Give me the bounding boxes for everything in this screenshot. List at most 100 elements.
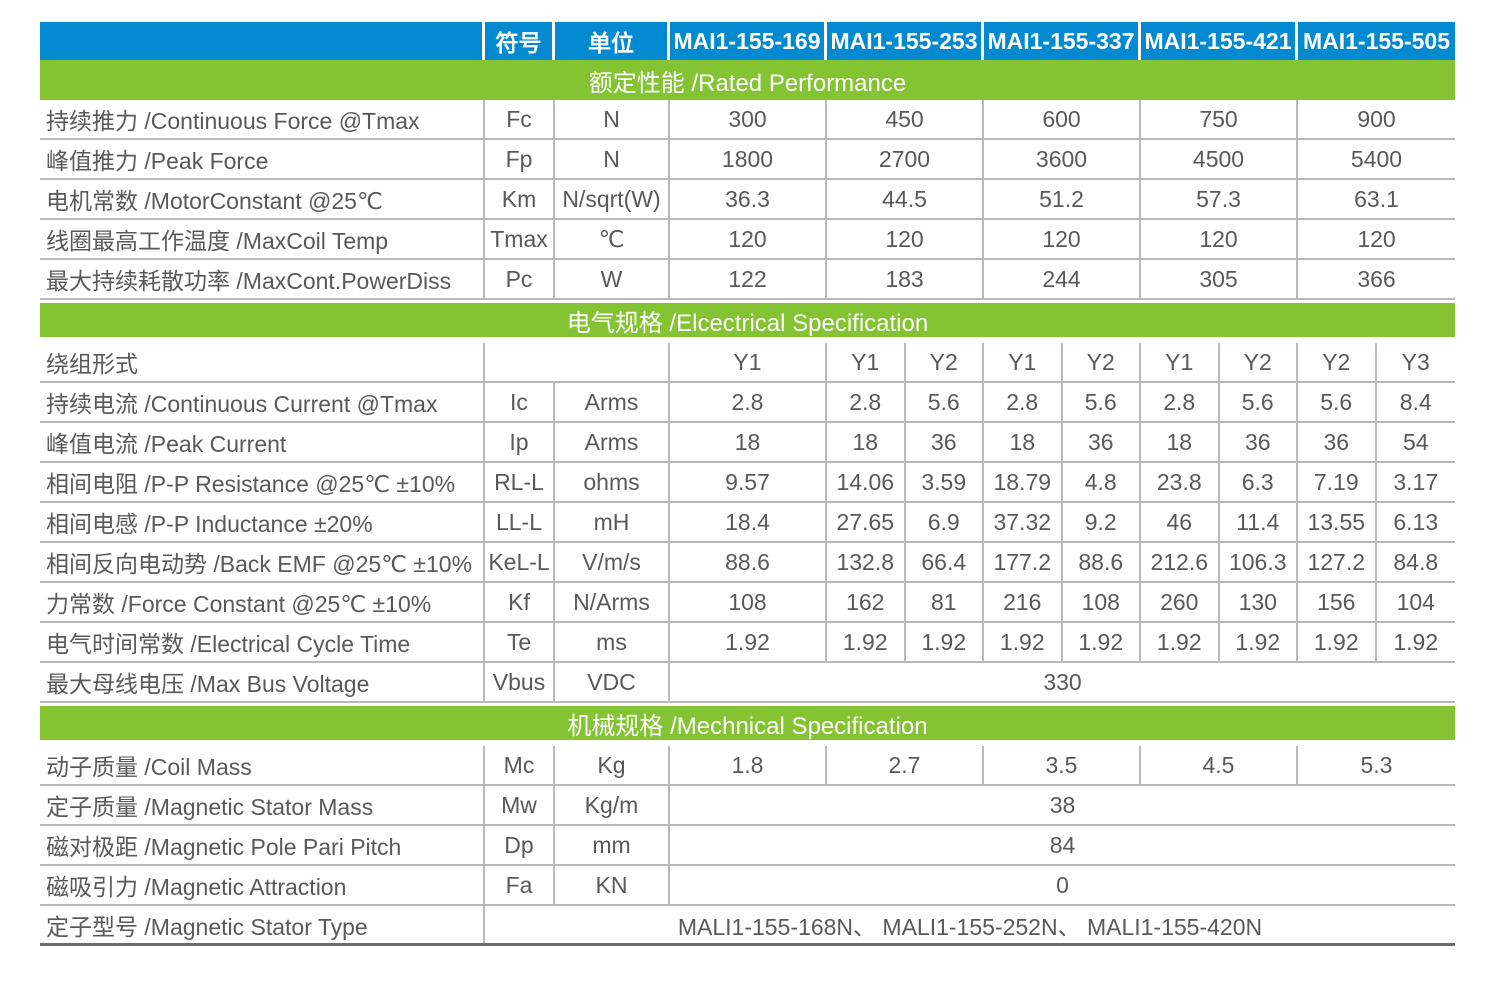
table-row: 定子型号 /Magnetic Stator Type MALI1-155-168N… (40, 906, 1455, 946)
symbol-cell: Pc (485, 260, 555, 298)
symbol-cell: Fp (485, 140, 555, 178)
table-row: 力常数 /Force Constant @25℃ ±10% Kf N/Arms 108… (40, 583, 1455, 623)
value-cell: Y2 (1220, 343, 1298, 381)
header-model-cell: MAI1-155-253 (827, 22, 984, 60)
symbol-cell: Mc (485, 746, 555, 784)
symbol-cell: Vbus (485, 663, 555, 701)
header-model-cell: MAI1-155-337 (984, 22, 1141, 60)
table-row: 磁吸引力 /Magnetic Attraction Fa KN 0 (40, 866, 1455, 906)
table-row: 电气时间常数 /Electrical Cycle Time Te ms 1.92 1.9… (40, 623, 1455, 663)
value-cell: Y1 (670, 343, 827, 381)
value-cell: 9.57 (670, 463, 827, 501)
param-cell: 磁对极距 /Magnetic Pole Pari Pitch (40, 826, 485, 864)
value-cell: 18.4 (670, 503, 827, 541)
value-cell: 7.19 (1298, 463, 1377, 501)
value-cell: 300 (670, 100, 827, 138)
symbol-cell: Ip (485, 423, 555, 461)
symbol-cell: LL-L (485, 503, 555, 541)
value-cell: 37.32 (984, 503, 1063, 541)
value-cell: 54 (1402, 428, 1429, 455)
value-cell: 36 (1063, 423, 1141, 461)
value-cell: 36.3 (670, 180, 827, 218)
value-cell: 1.92 (1298, 623, 1377, 661)
value-cell: 1.92 (670, 623, 827, 661)
header-model-cell: MAI1-155-169 (670, 22, 827, 60)
unit-cell: V/m/s (555, 543, 670, 581)
value-cell: 11.4 (1220, 503, 1298, 541)
value-cell: 5400 (1350, 145, 1403, 172)
unit-cell: mm (555, 826, 670, 864)
param-cell: 最大持续耗散功率 /MaxCont.PowerDiss (40, 260, 485, 298)
value-cell: 38 (1049, 791, 1076, 818)
unit-cell: Kg/m (555, 786, 670, 824)
value-cell: 2.8 (984, 383, 1063, 421)
value-cell: 81 (906, 583, 984, 621)
value-cell: Y2 (1063, 343, 1141, 381)
value-cell: 13.55 (1298, 503, 1377, 541)
table-row: 定子质量 /Magnetic Stator Mass Mw Kg/m 38 (40, 786, 1455, 826)
value-cell: 4.8 (1063, 463, 1141, 501)
param-cell: 峰值推力 /Peak Force (40, 140, 485, 178)
unit-cell: ohms (555, 463, 670, 501)
header-model-cell: MAI1-155-505 (1302, 27, 1451, 54)
value-cell: 600 (984, 100, 1141, 138)
spec-table: 符号 单位 MAI1-155-169 MAI1-155-253 MAI1-155-337… (40, 22, 1455, 946)
value-cell: 51.2 (984, 180, 1141, 218)
value-cell: 18 (827, 423, 906, 461)
table-row: 电机常数 /MotorConstant @25℃ Km N/sqrt(W) 36.3 4… (40, 180, 1455, 220)
value-cell: 132.8 (827, 543, 906, 581)
value-cell: 23.8 (1141, 463, 1220, 501)
symbol-cell: Fc (485, 100, 555, 138)
value-cell: 18 (1141, 423, 1220, 461)
symbol-cell: Fa (485, 866, 555, 904)
value-cell: 305 (1141, 260, 1298, 298)
value-cell: 120 (1141, 220, 1298, 258)
unit-cell: Kg (555, 746, 670, 784)
param-cell: 线圈最高工作温度 /MaxCoil Temp (40, 220, 485, 258)
value-cell: 66.4 (906, 543, 984, 581)
value-cell: 2.8 (670, 383, 827, 421)
value-cell: 106.3 (1220, 543, 1298, 581)
value-cell: 14.06 (827, 463, 906, 501)
value-cell: 183 (827, 260, 984, 298)
header-model-cell: MAI1-155-421 (1141, 22, 1298, 60)
param-cell: 电气时间常数 /Electrical Cycle Time (40, 623, 485, 661)
table-header-row: 符号 单位 MAI1-155-169 MAI1-155-253 MAI1-155-337… (40, 22, 1455, 60)
value-cell: 260 (1141, 583, 1220, 621)
section-title: 电气规格 /Elcectrical Specification (40, 303, 1455, 337)
value-cell: 0 (1056, 871, 1069, 898)
value-cell: 88.6 (1063, 543, 1141, 581)
value-cell: 162 (827, 583, 906, 621)
value-cell: 122 (670, 260, 827, 298)
value-cell: 120 (827, 220, 984, 258)
table-row: 最大母线电压 /Max Bus Voltage Vbus VDC 330 (40, 663, 1455, 703)
value-cell: 3.17 (1393, 468, 1439, 495)
unit-cell: N (555, 100, 670, 138)
value-cell: 2700 (827, 140, 984, 178)
unit-cell: W (555, 260, 670, 298)
value-cell: 88.6 (670, 543, 827, 581)
symbol-cell: Dp (485, 826, 555, 864)
unit-cell: KN (555, 866, 670, 904)
section-band: 电气规格 /Elcectrical Specification (40, 303, 1455, 343)
table-row: 峰值推力 /Peak Force Fp N 1800 2700 3600 4500 5400 (40, 140, 1455, 180)
unit-cell: N/Arms (555, 583, 670, 621)
value-cell: 5.6 (906, 383, 984, 421)
param-cell: 定子型号 /Magnetic Stator Type (40, 906, 485, 943)
value-cell: 750 (1141, 100, 1298, 138)
value-cell: 120 (1357, 225, 1396, 252)
value-cell: 130 (1220, 583, 1298, 621)
value-cell: 9.2 (1063, 503, 1141, 541)
value-cell: 1.92 (1220, 623, 1298, 661)
table-row: 相间反向电动势 /Back EMF @25℃ ±10% KeL-L V/m/s 88.… (40, 543, 1455, 583)
value-cell: 216 (984, 583, 1063, 621)
param-cell: 持续推力 /Continuous Force @Tmax (40, 100, 485, 138)
param-cell: 相间电感 /P-P Inductance ±20% (40, 503, 485, 541)
value-cell: Y2 (1298, 343, 1377, 381)
param-cell: 磁吸引力 /Magnetic Attraction (40, 866, 485, 904)
symbol-cell: Mw (485, 786, 555, 824)
table-row: 最大持续耗散功率 /MaxCont.PowerDiss Pc W 122 183 244 3… (40, 260, 1455, 300)
table-row: 线圈最高工作温度 /MaxCoil Temp Tmax ℃ 120 120 120 120 1… (40, 220, 1455, 260)
value-cell: 5.6 (1063, 383, 1141, 421)
value-cell: 6.3 (1220, 463, 1298, 501)
